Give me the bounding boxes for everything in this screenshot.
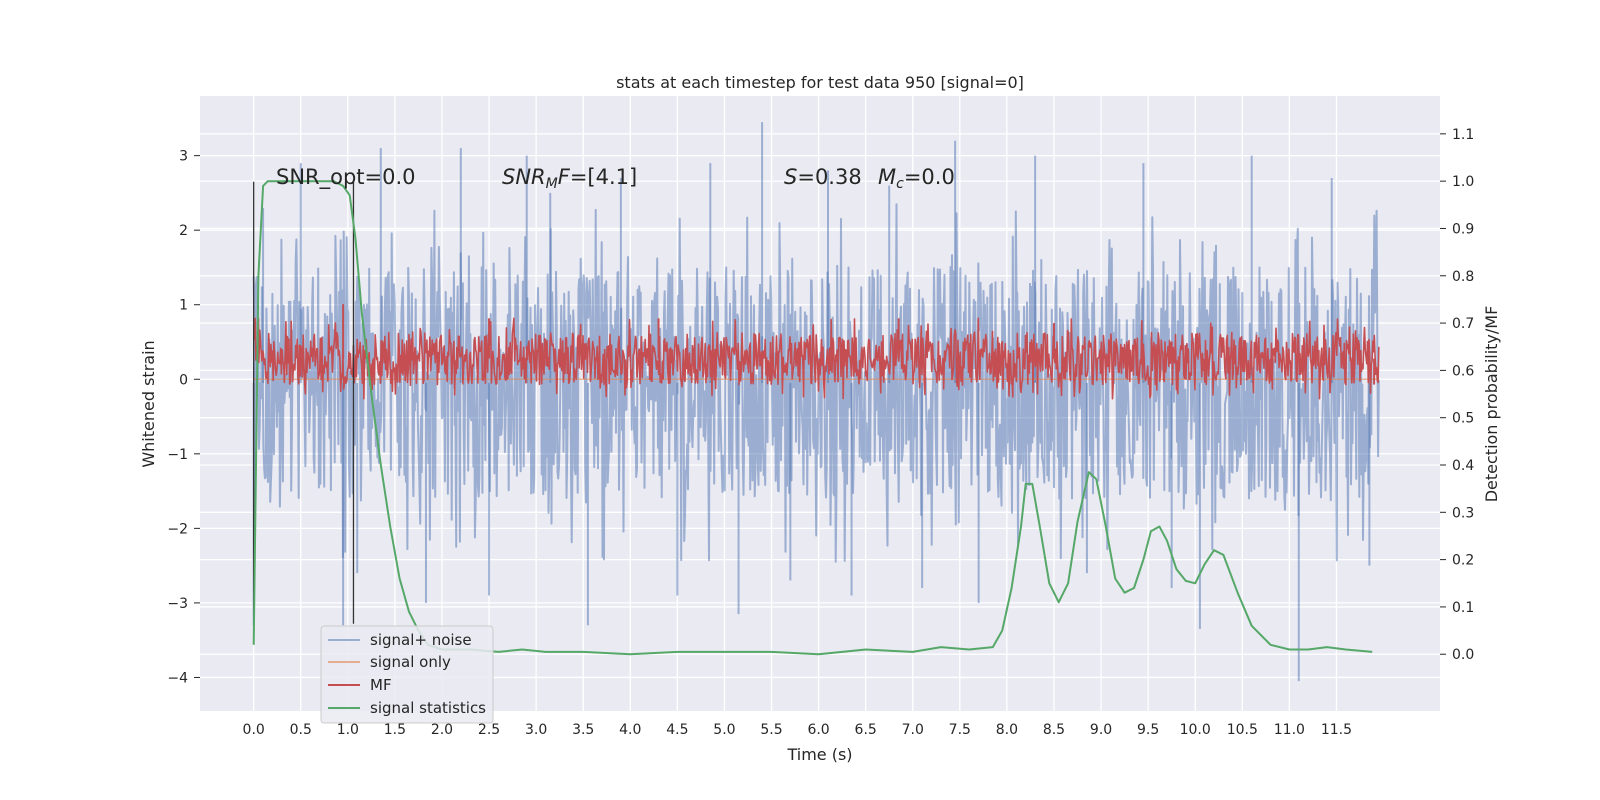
annotation-snr-mf: SNRMF=[4.1] [502, 165, 637, 192]
y-right-tick-label: 0.7 [1452, 316, 1474, 332]
series-signal-noise [252, 203, 1380, 563]
legend: signal+ noise signal only MF signal stat… [320, 625, 494, 724]
x-tick-label: 6.0 [807, 722, 829, 738]
series-mf [252, 317, 1380, 400]
snr-mf-base: SNR [502, 165, 546, 189]
y-right-tick-label: 0.6 [1452, 363, 1474, 379]
annotation-s: S=0.38 [784, 165, 862, 189]
y-right-tick-label: 0.3 [1452, 505, 1474, 521]
legend-box [320, 625, 494, 724]
chart-title: stats at each timestep for test data 950… [616, 73, 1024, 92]
x-tick-label: 11.5 [1321, 722, 1352, 738]
x-tick-label: 5.0 [713, 722, 735, 738]
x-tick-label: 0.0 [243, 722, 265, 738]
x-tick-label: 6.5 [855, 722, 877, 738]
x-axis-label: Time (s) [786, 745, 852, 764]
y-left-tick-label: 2 [179, 223, 188, 239]
x-tick-label: 2.0 [431, 722, 453, 738]
y-left-tick-label: 0 [179, 372, 188, 388]
y-right-tick-label: 0.9 [1452, 221, 1474, 237]
x-tick-label: 2.5 [478, 722, 500, 738]
tick-labels: 0.0 0.5 1.0 1.5 2.0 2.5 3.0 3.5 4.0 4.5 5.0 5.5 6.0 6… [167, 127, 1474, 738]
x-tick-label: 5.5 [760, 722, 782, 738]
x-tick-label: 3.0 [525, 722, 547, 738]
x-tick-label: 8.0 [996, 722, 1018, 738]
snr-mf-sub: M [546, 176, 558, 192]
x-tick-label: 10.0 [1180, 722, 1211, 738]
s-value: =0.38 [797, 165, 861, 189]
y-left-tick-label: 3 [179, 149, 188, 165]
mc-base: M [878, 165, 896, 189]
x-tick-label: 4.5 [666, 722, 688, 738]
y-left-tick-label: −1 [167, 447, 188, 463]
snr-mf-mid: F [558, 165, 571, 189]
snr-mf-value: =[4.1] [570, 165, 637, 189]
x-tick-label: 4.0 [619, 722, 641, 738]
legend-label-signal-noise: signal+ noise [370, 631, 472, 649]
x-tick-label: 7.0 [902, 722, 924, 738]
y-right-tick-label: 0.2 [1452, 553, 1474, 569]
s-label: S [784, 165, 797, 189]
annotation-mc: Mc=0.0 [878, 165, 955, 192]
y-right-tick-label: 0.0 [1452, 647, 1474, 663]
series-layer [252, 122, 1380, 682]
legend-label-mf: MF [370, 676, 392, 694]
y-axis-label-left: Whitened strain [139, 340, 158, 467]
y-right-tick-label: 0.4 [1452, 458, 1474, 474]
x-tick-label: 7.5 [949, 722, 971, 738]
y-right-tick-label: 0.8 [1452, 269, 1474, 285]
mc-value: =0.0 [904, 165, 955, 189]
x-tick-label: 8.5 [1043, 722, 1065, 738]
y-left-tick-label: 1 [179, 298, 188, 314]
x-tick-label: 10.5 [1227, 722, 1258, 738]
annotations: SNR_opt=0.0 SNRMF=[4.1] S=0.38 Mc=0.0 [276, 165, 955, 192]
x-tick-label: 9.0 [1090, 722, 1112, 738]
x-tick-label: 0.5 [290, 722, 312, 738]
x-tick-label: 1.5 [384, 722, 406, 738]
y-right-tick-label: 0.1 [1452, 600, 1474, 616]
mc-sub: c [896, 176, 904, 192]
series-signal-statistics [252, 180, 1373, 656]
x-tick-label: 11.0 [1274, 722, 1305, 738]
y-axis-label-right: Detection probability/MF [1482, 306, 1501, 503]
y-right-tick-label: 1.1 [1452, 127, 1474, 143]
x-tick-label: 9.5 [1137, 722, 1159, 738]
legend-label-signal-only: signal only [370, 653, 451, 671]
x-tick-label: 3.5 [572, 722, 594, 738]
y-left-tick-label: −2 [167, 521, 188, 537]
y-right-tick-label: 1.0 [1452, 174, 1474, 190]
annotation-snr-opt: SNR_opt=0.0 [276, 165, 416, 190]
y-left-tick-label: −3 [167, 596, 188, 612]
y-left-tick-label: −4 [167, 670, 188, 686]
x-tick-label: 1.0 [337, 722, 359, 738]
legend-label-signal-statistics: signal statistics [370, 699, 486, 717]
y-right-tick-label: 0.5 [1452, 411, 1474, 427]
